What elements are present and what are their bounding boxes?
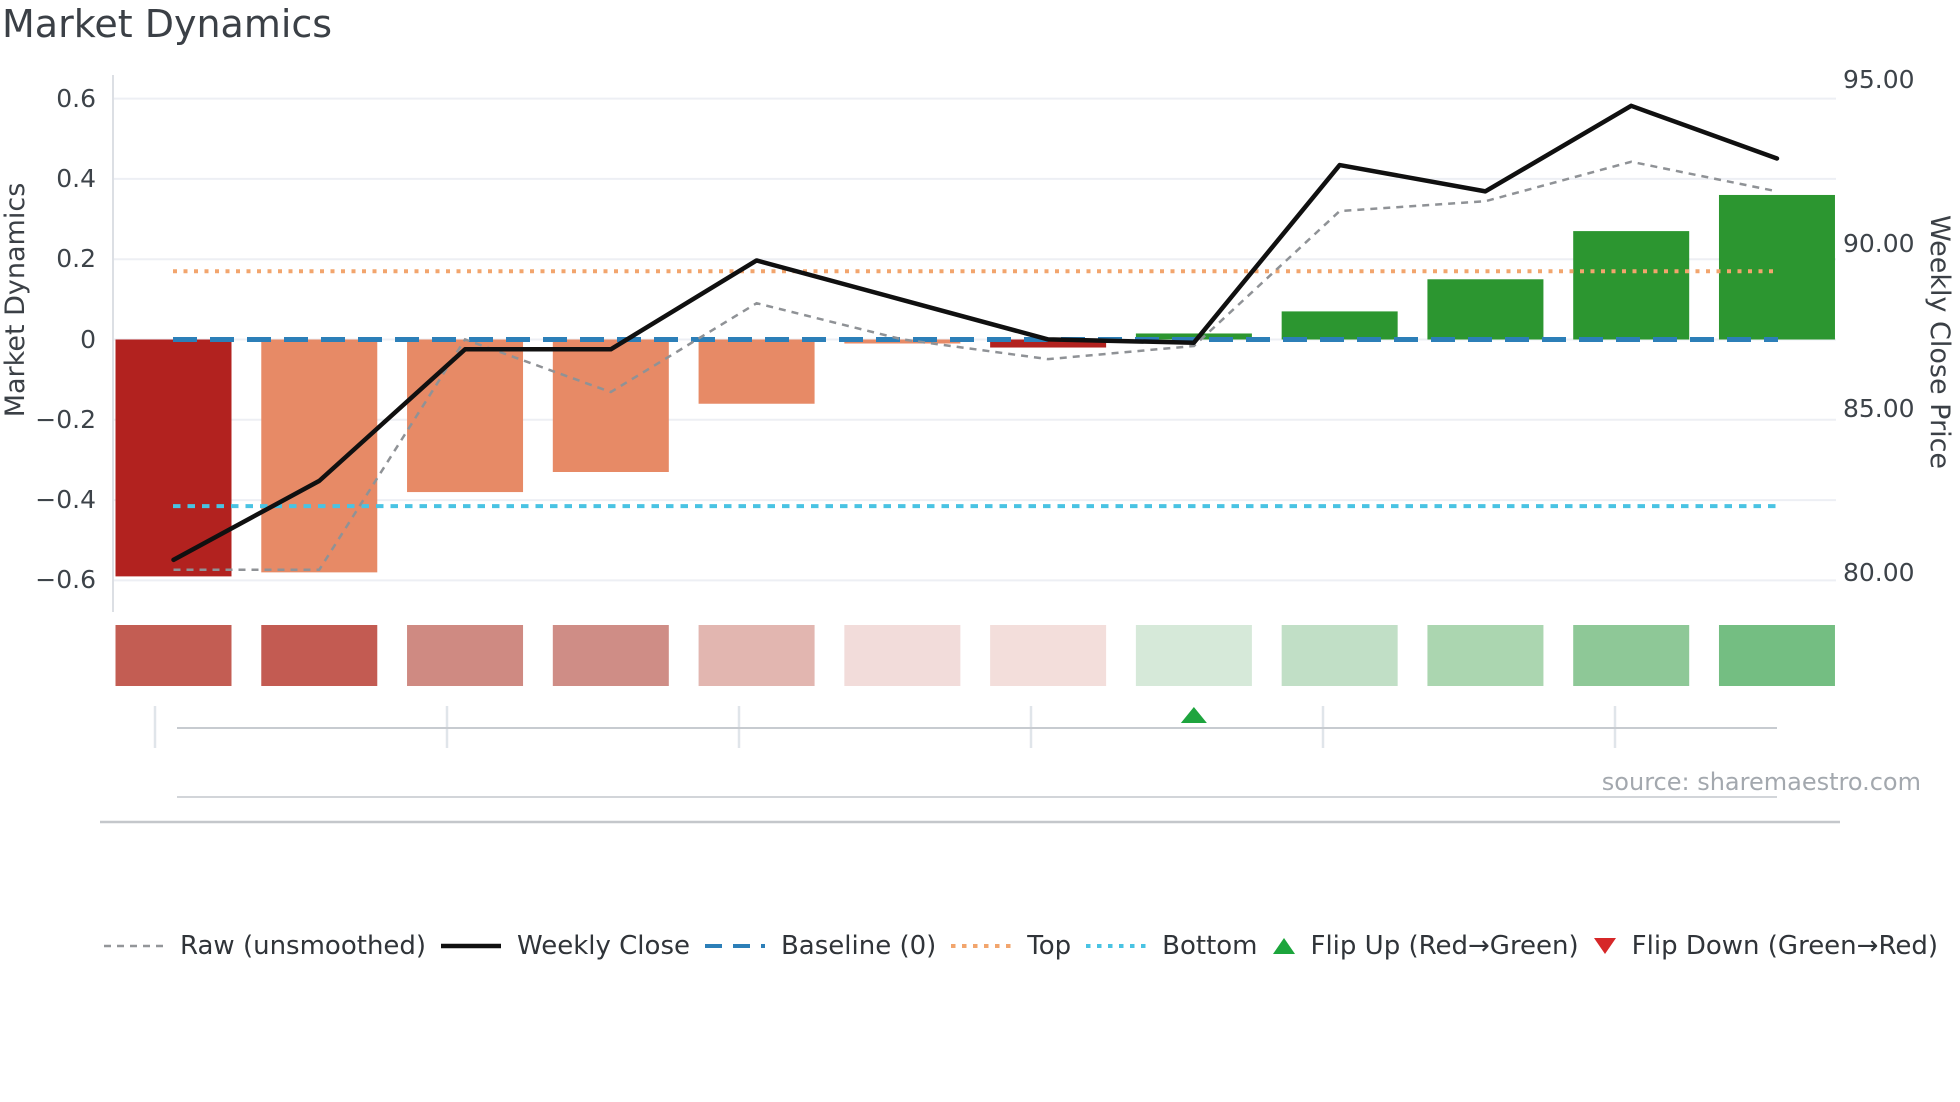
y-axis-tick-label: 0.4 xyxy=(56,163,96,193)
y-axis-tick-label: 0.6 xyxy=(56,83,96,113)
score-bar xyxy=(552,339,669,472)
score-bar xyxy=(698,339,815,404)
heatmap-cell xyxy=(261,625,378,686)
flip-up-icon xyxy=(1272,938,1295,954)
score-bar xyxy=(844,339,961,344)
legend-line-swatch xyxy=(104,944,164,948)
score-bar xyxy=(1573,231,1690,340)
score-bar xyxy=(261,339,378,573)
score-bar xyxy=(115,339,232,577)
heatmap-cell xyxy=(407,625,524,686)
heatmap-cell xyxy=(698,625,815,686)
legend-item-flip-up-red-green: Flip Up (Red→Green) xyxy=(1271,931,1579,961)
score-bar xyxy=(1427,279,1544,340)
heatmap-cell xyxy=(1573,625,1690,686)
heatmap-cell xyxy=(1281,625,1398,686)
y2-axis-tick-label: 85.00 xyxy=(1843,393,1915,423)
weekly-close-line xyxy=(171,103,1780,563)
legend-label: Top xyxy=(1027,931,1072,961)
raw-line xyxy=(173,160,1778,571)
legend: Raw (unsmoothed) Weekly Close Baseline (0)… xyxy=(102,922,1938,970)
y2-axis-tick-label: 95.00 xyxy=(1843,64,1915,94)
heatmap-cell xyxy=(844,625,961,686)
legend-line-swatch xyxy=(1086,944,1147,948)
flip-up-marker xyxy=(1180,707,1207,723)
legend-item-flip-down-green-red: Flip Down (Green→Red) xyxy=(1592,931,1938,961)
y-axis-tick-label: 0 xyxy=(80,324,96,354)
legend-label: Bottom xyxy=(1162,931,1258,961)
heatmap-cell xyxy=(115,625,232,686)
legend-item-top: Top xyxy=(949,931,1071,961)
score-bar xyxy=(407,339,524,493)
y-axis-tick-label: 0.2 xyxy=(56,244,96,274)
legend-label: Flip Up (Red→Green) xyxy=(1310,931,1579,961)
y-axis-tick-label: −0.6 xyxy=(35,565,96,595)
legend-item-bottom: Bottom xyxy=(1084,931,1258,961)
chart-title: Market Dynamics xyxy=(2,2,333,46)
legend-item-raw-unsmoothed: Raw (unsmoothed) xyxy=(102,931,426,961)
score-bar xyxy=(1281,311,1398,340)
right-axis-title: Weekly Close Price xyxy=(1924,214,1955,470)
legend-line-swatch xyxy=(441,943,502,949)
heatmap-cell xyxy=(990,625,1107,686)
y-axis-tick-label: −0.2 xyxy=(35,404,96,434)
score-bar xyxy=(1718,194,1835,340)
legend-label: Weekly Close xyxy=(517,931,690,961)
legend-label: Flip Down (Green→Red) xyxy=(1631,931,1938,961)
score-bar xyxy=(1135,333,1252,340)
legend-line-swatch xyxy=(951,944,1012,948)
heatmap-cell xyxy=(1135,625,1252,686)
heatmap-cell xyxy=(1718,625,1835,686)
legend-label: Baseline (0) xyxy=(780,931,937,961)
y-axis-tick-label: −0.4 xyxy=(35,485,96,515)
heatmap-cell xyxy=(1427,625,1544,686)
legend-label: Raw (unsmoothed) xyxy=(180,931,427,961)
score-bar xyxy=(990,339,1107,348)
y2-axis-tick-label: 90.00 xyxy=(1843,229,1915,258)
legend-item-baseline-0: Baseline (0) xyxy=(703,931,936,961)
flip-down-icon xyxy=(1593,938,1616,954)
source-credit: source: sharemaestro.com xyxy=(1601,768,1921,796)
y2-axis-tick-label: 80.00 xyxy=(1843,558,1915,587)
legend-line-swatch xyxy=(704,944,765,948)
heatmap-cell xyxy=(552,625,669,686)
legend-item-weekly-close: Weekly Close xyxy=(439,931,690,961)
